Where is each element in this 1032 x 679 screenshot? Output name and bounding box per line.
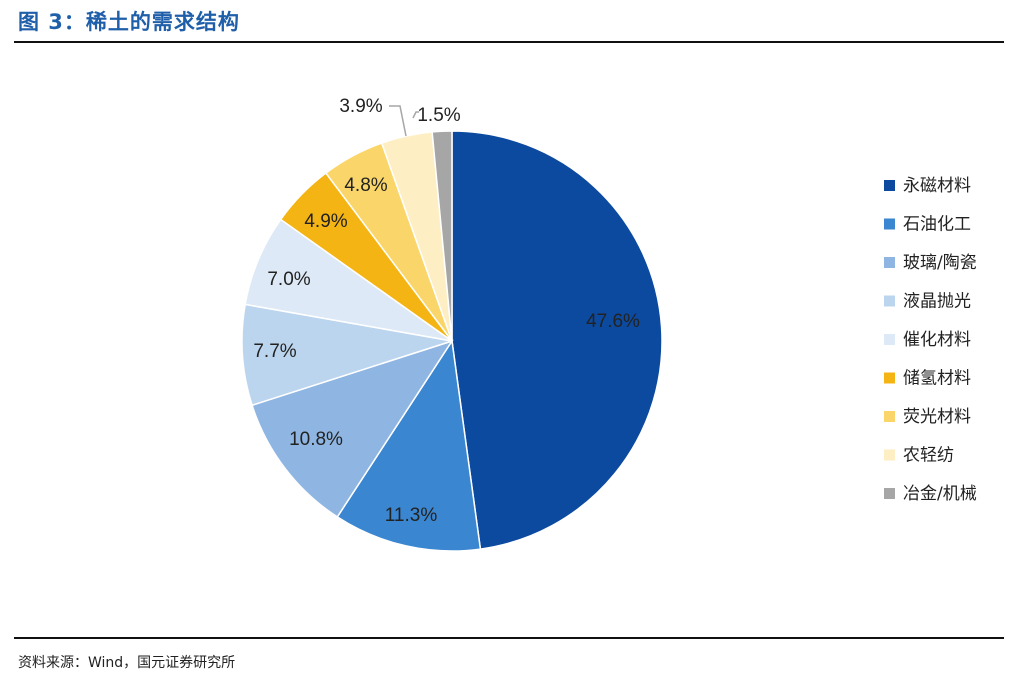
data-label-5: 7.0%: [267, 269, 310, 290]
data-label-7: 4.8%: [344, 175, 387, 196]
legend-swatch-2: [884, 218, 895, 230]
legend-swatch-5: [884, 334, 895, 345]
pie-slice-1: [451, 130, 663, 550]
figure-title: 图 3：稀土的需求结构: [18, 10, 240, 34]
data-label-1: 47.6%: [586, 311, 640, 332]
legend-label-3: 玻璃/陶瓷: [903, 253, 977, 273]
pie-slice-4: [241, 303, 453, 407]
legend-label-7: 荧光材料: [903, 407, 971, 427]
legend-label-1: 永磁材料: [903, 176, 971, 196]
pie-slices: [241, 130, 663, 552]
data-label-9: 1.5%: [417, 105, 460, 126]
leader-line-8: [412, 111, 419, 119]
top-rule: [14, 41, 1004, 43]
legend-label-2: 石油化工: [903, 215, 971, 235]
pie-slice-2: [336, 338, 482, 552]
legend-swatch-4: [884, 295, 895, 307]
legend-swatch-7: [884, 411, 895, 422]
legend-swatch-9: [884, 488, 895, 499]
legend-label-4: 液晶抛光: [903, 292, 971, 312]
pie-slice-9: [431, 130, 453, 342]
leader-line-7: [389, 105, 407, 137]
data-label-8: 3.9%: [339, 96, 382, 117]
source-note: 资料来源：Wind，国元证券研究所: [18, 655, 236, 671]
legend-label-8: 农轻纺: [903, 446, 954, 466]
legend-swatch-8: [884, 449, 895, 461]
bottom-rule: [14, 637, 1004, 639]
data-label-2: 11.3%: [385, 505, 438, 526]
data-label-3: 10.8%: [289, 429, 343, 450]
pie-slice-3: [251, 339, 454, 518]
legend-swatch-1: [884, 180, 895, 191]
data-label-4: 7.7%: [253, 341, 296, 362]
legend-label-5: 催化材料: [903, 330, 971, 350]
legend-label-6: 储氢材料: [903, 369, 971, 389]
pie-data-labels: 47.6% 11.3% 10.8% 7.7% 7.0% 4.9% 4.8% 3.9% 1.5%: [253, 96, 640, 526]
data-label-6: 4.9%: [304, 211, 347, 232]
legend-label-9: 冶金/机械: [903, 484, 977, 504]
legend-swatch-6: [884, 372, 895, 384]
legend-swatch-3: [884, 257, 895, 268]
